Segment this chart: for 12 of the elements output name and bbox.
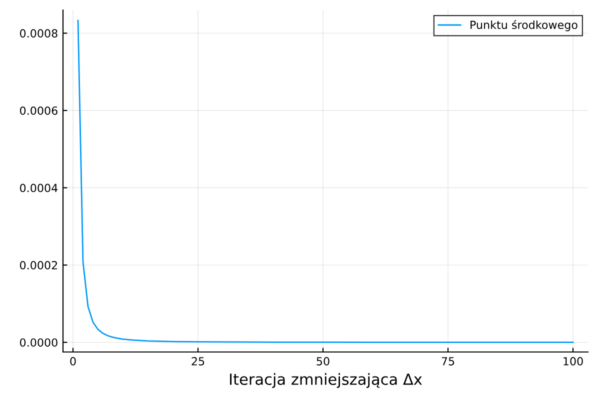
x-tick-label: 25: [192, 357, 204, 366]
legend-label: Punktu środkowego: [470, 20, 578, 32]
y-tick-label: 0.0006: [20, 106, 58, 115]
x-tick-label: 75: [442, 357, 454, 366]
y-tick-label: 0.0002: [20, 261, 58, 270]
x-tick-label: 0: [70, 357, 76, 366]
y-tick-label: 0.0008: [20, 29, 58, 38]
y-tick-label: 0.0004: [20, 184, 58, 192]
x-tick-label: 100: [564, 357, 583, 366]
x-tick-label: 50: [316, 357, 330, 366]
y-tick-label: 0.0000: [20, 338, 58, 347]
x-axis-title: Iteracja zmniejszająca Δx: [230, 373, 422, 388]
